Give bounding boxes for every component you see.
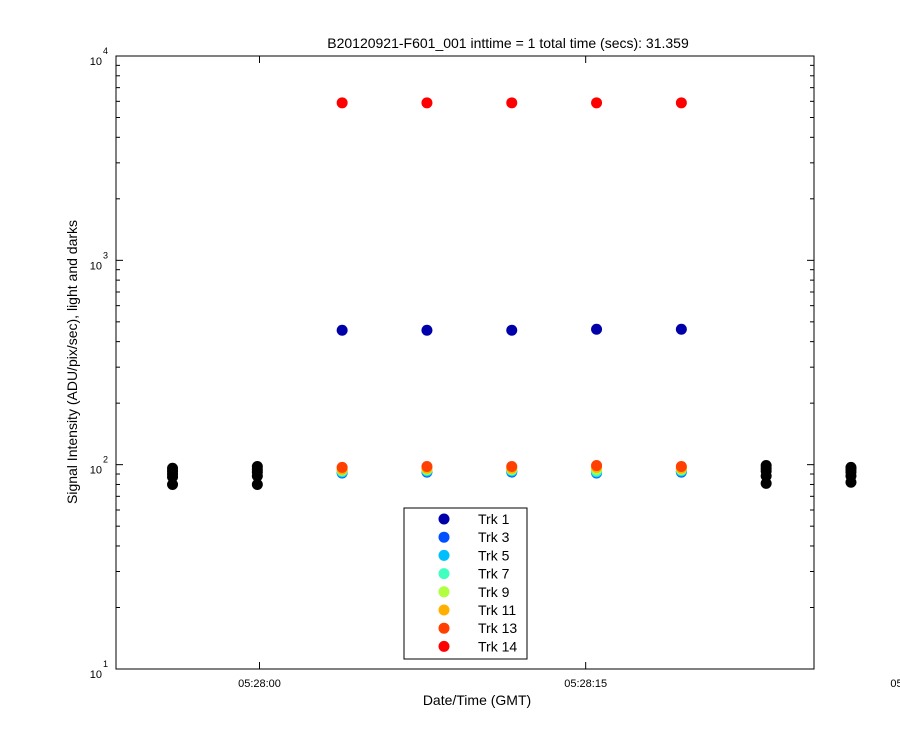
legend-label: Trk 3: [478, 529, 510, 545]
y-tick-exponent: 3: [103, 250, 108, 260]
series-point: [506, 97, 518, 109]
x-tick-label: 05:28:15: [564, 678, 607, 690]
legend-label: Trk 11: [478, 602, 516, 618]
y-tick-exponent: 1: [103, 659, 108, 669]
series-point: [336, 97, 348, 109]
x-tick-label: 05:28:00: [238, 678, 281, 690]
series-point: [591, 323, 603, 335]
y-tick-label: 10: [90, 669, 102, 681]
legend-marker: [438, 604, 450, 616]
data-points: [167, 97, 857, 490]
legend-label: Trk 7: [478, 566, 510, 582]
legend-label: Trk 1: [478, 511, 510, 527]
dark-point: [251, 478, 263, 490]
x-tick-label: 05:28:30: [890, 678, 900, 690]
series-point: [421, 324, 433, 336]
series-point: [675, 97, 687, 109]
y-tick-exponent: 2: [103, 455, 108, 465]
dark-point: [760, 460, 772, 472]
legend-label: Trk 13: [478, 620, 517, 636]
series-point: [506, 460, 518, 472]
legend-marker: [438, 513, 450, 525]
dark-point: [251, 460, 263, 472]
y-tick-label: 10: [90, 56, 102, 68]
series-point: [591, 97, 603, 109]
series-point: [675, 323, 687, 335]
legend-box: [403, 507, 528, 660]
legend-marker: [438, 622, 450, 634]
legend-label: Trk 9: [478, 584, 510, 600]
y-tick-label: 10: [90, 465, 102, 477]
legend-marker: [438, 586, 450, 598]
series-point: [506, 324, 518, 336]
series-point: [675, 460, 687, 472]
series-point: [336, 461, 348, 473]
legend-marker: [438, 568, 450, 580]
series-point: [591, 460, 603, 472]
x-axis-ticks: 05:28:00 05:28:15 05:28:30: [238, 56, 900, 690]
legend-label: Trk 14: [478, 638, 517, 654]
y-axis-label: Signal Intensity (ADU/pix/sec), light an…: [64, 220, 80, 504]
dark-point: [845, 461, 857, 473]
legend-label: Trk 5: [478, 547, 510, 563]
legend: Trk 1 Trk 3 Trk 5 Trk 7 Trk 9 Trk 11 Trk 13 Trk…: [403, 507, 528, 660]
series-point: [421, 460, 433, 472]
legend-marker: [438, 640, 450, 652]
series-point: [421, 97, 433, 109]
series-point: [336, 324, 348, 336]
x-axis-label: Date/Time (GMT): [423, 692, 531, 708]
chart-title: B20120921-F601_001 inttime = 1 total tim…: [327, 35, 689, 51]
legend-marker: [438, 549, 450, 561]
dark-point: [167, 462, 179, 474]
y-tick-exponent: 4: [103, 46, 108, 56]
y-tick-label: 10: [90, 260, 102, 272]
legend-marker: [438, 531, 450, 543]
